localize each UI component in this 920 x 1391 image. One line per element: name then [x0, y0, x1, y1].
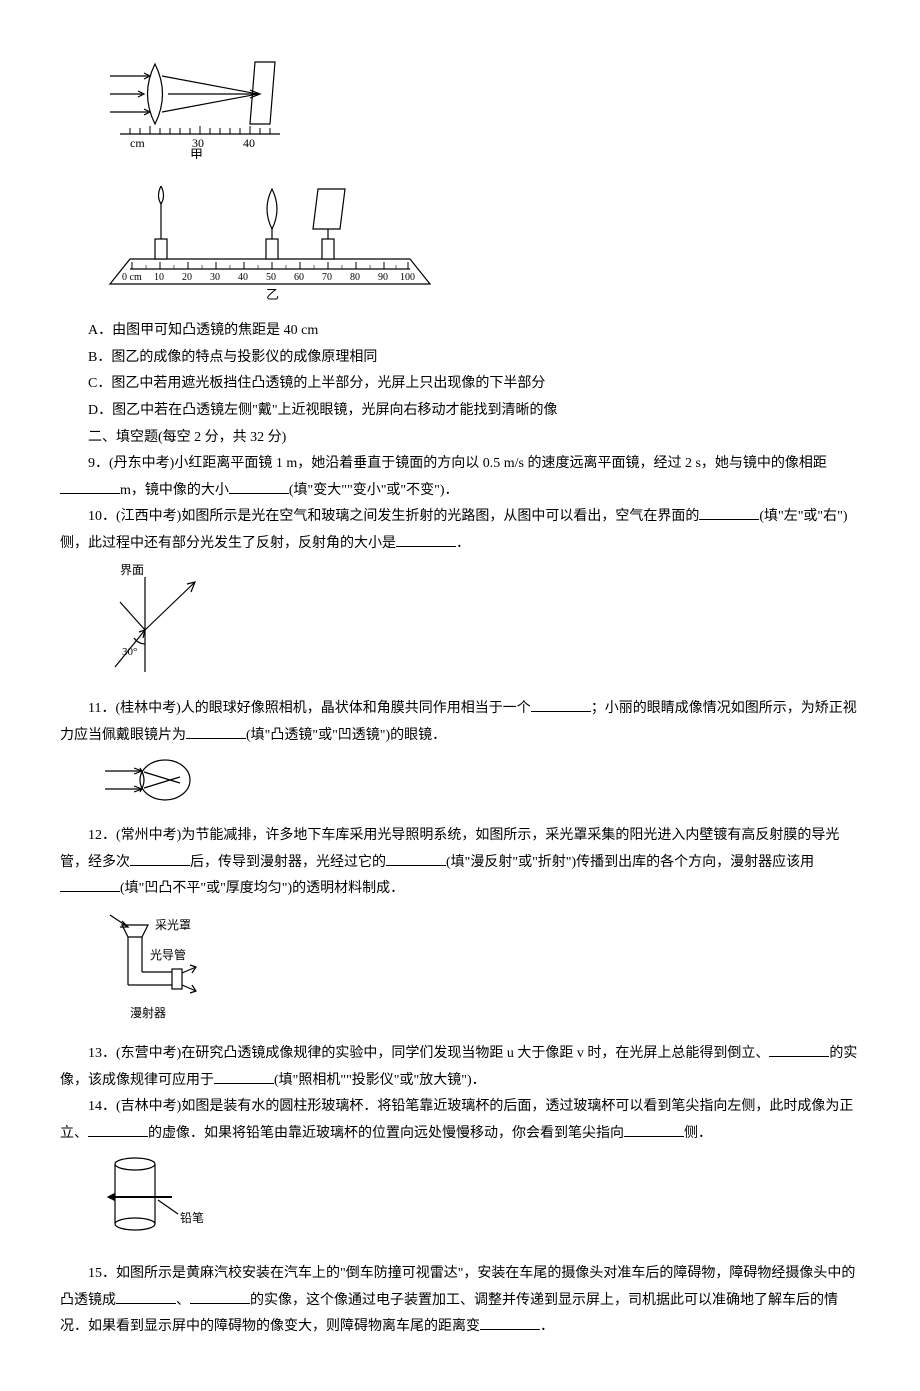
q15-blank-3[interactable] [480, 1315, 540, 1330]
caption-jia: 甲 [190, 147, 203, 159]
q12-post: (填"凹凸不平"或"厚度均匀")的透明材料制成． [120, 881, 404, 896]
q10-blank-2[interactable] [396, 532, 456, 547]
fig-jia-svg: cm 30 40 甲 [100, 54, 290, 159]
option-a: A．由图甲可知凸透镜的焦距是 40 cm [60, 318, 860, 345]
q15-mid1: 、 [176, 1293, 190, 1308]
q14-mid: 的虚像．如果将铅笔由靠近玻璃杯的位置向远处慢慢移动，你会看到笔尖指向 [148, 1126, 624, 1141]
fig-q12-svg: 采光罩 光导管 漫射器 [100, 907, 240, 1027]
section-2-heading: 二、填空题(每空 2 分，共 32 分) [60, 425, 860, 452]
q12-blank-2[interactable] [386, 851, 446, 866]
label-cm: cm [130, 136, 145, 150]
question-12: 12．(常州中考)为节能减排，许多地下车库采用光导照明系统，如图所示，采光罩采集… [60, 823, 860, 903]
figure-jia: cm 30 40 甲 [100, 54, 860, 170]
yi-tick-30: 30 [210, 272, 220, 283]
yi-tick-60: 60 [294, 272, 304, 283]
q9-post: (填"变大""变小"或"不变")． [289, 483, 459, 498]
q9-pre: 9．(丹东中考)小红距离平面镜 1 m，她沿着垂直于镜面的方向以 0.5 m/s… [88, 456, 827, 471]
q9-mid1: m，镜中像的大小 [120, 483, 229, 498]
q13-post: (填"照相机""投影仪"或"放大镜")． [274, 1073, 486, 1088]
yi-tick-70: 70 [322, 272, 332, 283]
yi-tick-100: 100 [400, 272, 415, 283]
yi-tick-50: 50 [266, 272, 276, 283]
q10-label-angle: 30° [122, 646, 137, 658]
option-b: B．图乙的成像的特点与投影仪的成像原理相同 [60, 345, 860, 372]
q12-label-3: 漫射器 [130, 1005, 166, 1020]
q10-blank-1[interactable] [699, 505, 759, 520]
fig-q10-svg: 界面 30° [100, 562, 210, 682]
q12-mid1: 后，传导到漫射器，光经过它的 [190, 855, 386, 870]
question-14: 14．(吉林中考)如图是装有水的圆柱形玻璃杯．将铅笔靠近玻璃杯的后面，透过玻璃杯… [60, 1094, 860, 1147]
q12-label-2: 光导管 [150, 947, 186, 962]
fig-q14-svg: 铅笔 [100, 1152, 220, 1247]
yi-tick-80: 80 [350, 272, 360, 283]
yi-tick-90: 90 [378, 272, 388, 283]
option-d: D．图乙中若在凸透镜左侧"戴"上近视眼镜，光屏向右移动才能找到清晰的像 [60, 398, 860, 425]
figure-q10: 界面 30° [100, 562, 860, 693]
q11-pre: 11．(桂林中考)人的眼球好像照相机，晶状体和角膜共同作用相当于一个 [88, 701, 531, 716]
q14-label: 铅笔 [180, 1210, 204, 1225]
question-11: 11．(桂林中考)人的眼球好像照相机，晶状体和角膜共同作用相当于一个；小丽的眼睛… [60, 696, 860, 749]
q12-mid2: (填"漫反射"或"折射")传播到出库的各个方向，漫射器应该用 [446, 855, 814, 870]
question-15: 15．如图所示是黄麻汽校安装在汽车上的"倒车防撞可视雷达"，安装在车尾的摄像头对… [60, 1261, 860, 1341]
yi-tick-40: 40 [238, 272, 248, 283]
q13-blank-1[interactable] [769, 1042, 829, 1057]
tick-40: 40 [243, 136, 255, 150]
q9-blank-2[interactable] [229, 479, 289, 494]
option-c: C．图乙中若用遮光板挡住凸透镜的上半部分，光屏上只出现像的下半部分 [60, 371, 860, 398]
question-13: 13．(东营中考)在研究凸透镜成像规律的实验中，同学们发现当物距 u 大于像距 … [60, 1041, 860, 1094]
caption-yi: 乙 [266, 287, 279, 302]
figure-q12: 采光罩 光导管 漫射器 [100, 907, 860, 1038]
yi-tick-10: 10 [154, 272, 164, 283]
figure-yi: 0 cm 10 20 30 40 50 60 70 80 90 100 乙 [100, 174, 860, 315]
figure-q14: 铅笔 [100, 1152, 860, 1258]
question-9: 9．(丹东中考)小红距离平面镜 1 m，她沿着垂直于镜面的方向以 0.5 m/s… [60, 451, 860, 504]
q15-post: ． [540, 1319, 554, 1334]
q12-blank-3[interactable] [60, 877, 120, 892]
fig-q11-svg [100, 753, 200, 808]
q14-blank-2[interactable] [624, 1122, 684, 1137]
q14-post: 侧． [684, 1126, 712, 1141]
fig-yi-svg: 0 cm 10 20 30 40 50 60 70 80 90 100 乙 [100, 174, 440, 304]
question-10: 10．(江西中考)如图所示是光在空气和玻璃之间发生折射的光路图，从图中可以看出，… [60, 504, 860, 557]
yi-tick-20: 20 [182, 272, 192, 283]
q12-label-1: 采光罩 [155, 918, 191, 932]
q11-blank-1[interactable] [531, 697, 591, 712]
yi-tick-0: 0 cm [122, 272, 142, 283]
q11-blank-2[interactable] [186, 724, 246, 739]
q13-blank-2[interactable] [214, 1069, 274, 1084]
q12-blank-1[interactable] [130, 851, 190, 866]
q9-blank-1[interactable] [60, 479, 120, 494]
q10-label-interface: 界面 [120, 563, 144, 577]
q10-post: ． [456, 536, 470, 551]
q14-blank-1[interactable] [88, 1122, 148, 1137]
q13-pre: 13．(东营中考)在研究凸透镜成像规律的实验中，同学们发现当物距 u 大于像距 … [88, 1046, 769, 1061]
q10-pre: 10．(江西中考)如图所示是光在空气和玻璃之间发生折射的光路图，从图中可以看出，… [88, 509, 699, 524]
figure-q11 [100, 753, 860, 819]
q11-post: (填"凸透镜"或"凹透镜")的眼镜． [246, 728, 446, 743]
